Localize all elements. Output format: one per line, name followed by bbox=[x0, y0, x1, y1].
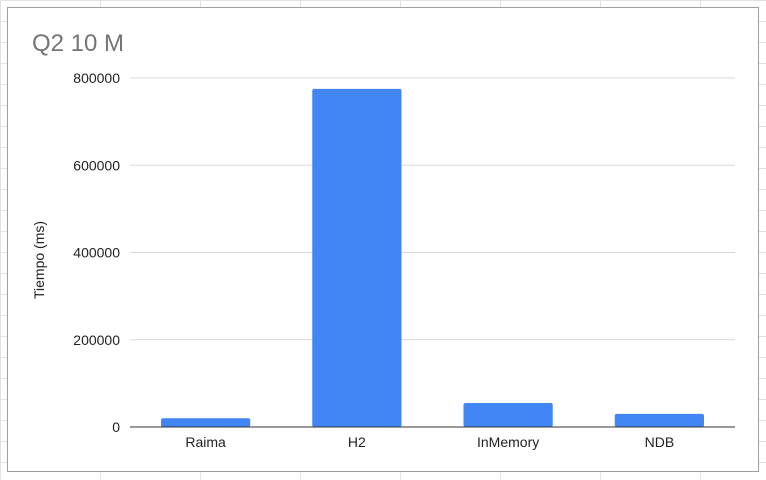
y-axis-title: Tiempo (ms) bbox=[31, 221, 47, 299]
y-tick-label: 800000 bbox=[73, 70, 120, 86]
x-tick-label: Raima bbox=[185, 434, 226, 450]
bar-raima[interactable] bbox=[161, 418, 251, 427]
y-tick-labels: 0 200000 400000 600000 800000 bbox=[73, 70, 120, 435]
bars bbox=[161, 88, 704, 427]
x-tick-label: InMemory bbox=[477, 434, 539, 450]
x-tick-labels: Raima H2 InMemory NDB bbox=[185, 434, 674, 450]
x-tick-label: H2 bbox=[348, 434, 366, 450]
bar-inmemory[interactable] bbox=[463, 403, 553, 427]
grid-lines bbox=[130, 77, 735, 341]
x-tick-label: NDB bbox=[645, 434, 675, 450]
y-tick-label: 600000 bbox=[73, 157, 120, 173]
y-tick-label: 400000 bbox=[73, 245, 120, 261]
bar-ndb[interactable] bbox=[614, 413, 704, 427]
bar-h2[interactable] bbox=[312, 88, 402, 427]
chart-title: Q2 10 M bbox=[32, 30, 125, 57]
y-tick-label: 200000 bbox=[73, 332, 120, 348]
y-tick-label: 0 bbox=[112, 419, 120, 435]
